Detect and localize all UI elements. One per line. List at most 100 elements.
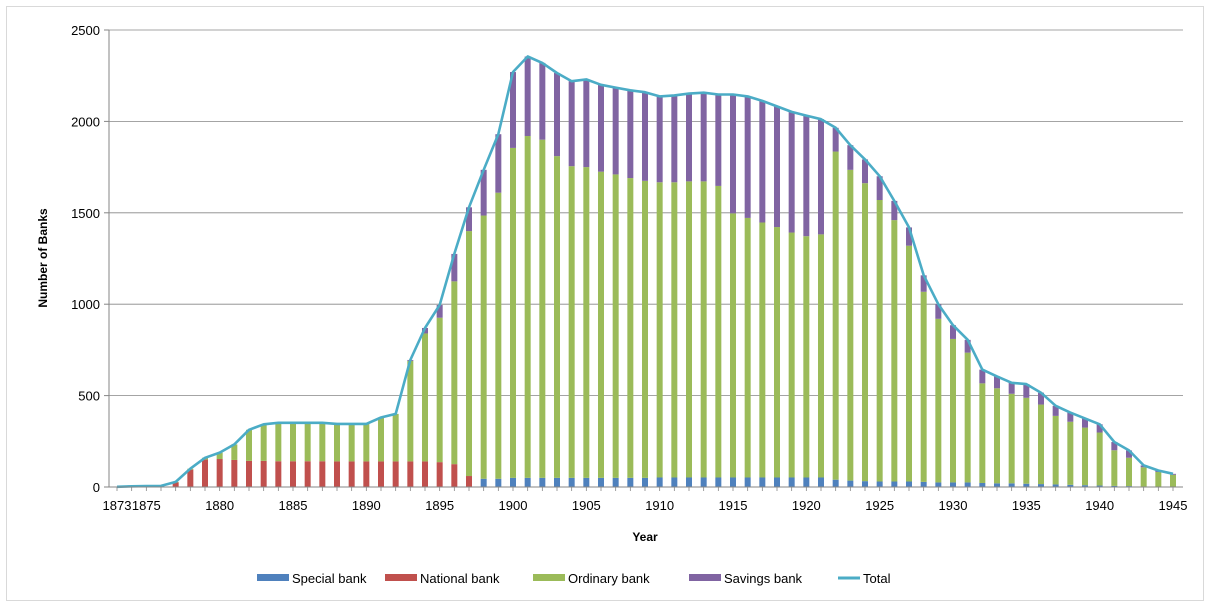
bar-segment-ordinary-bank <box>906 245 912 482</box>
bar-segment-savings-bank <box>715 94 722 186</box>
bar-segment-ordinary-bank <box>935 318 942 483</box>
bar-segment-ordinary-bank <box>1140 467 1147 487</box>
bar-segment-savings-bank <box>583 79 590 168</box>
bar-segment-ordinary-bank <box>334 423 340 462</box>
bar-segment-savings-bank <box>480 169 487 216</box>
bar-segment-savings-bank <box>1096 424 1103 433</box>
total-line <box>116 55 1174 489</box>
bar-segment-ordinary-bank <box>407 360 414 462</box>
bar-segment-savings-bank <box>1008 382 1015 394</box>
bar-segment-national-bank <box>407 461 414 487</box>
bar-segment-ordinary-bank <box>759 222 766 478</box>
bar-segment-savings-bank <box>686 93 692 182</box>
x-tick-label: 1900 <box>499 498 528 513</box>
bar-segment-special-bank <box>1052 484 1059 487</box>
bar-segment-savings-bank <box>818 119 824 235</box>
bar-segment-ordinary-bank <box>832 151 839 480</box>
bar-segment-ordinary-bank <box>1170 474 1176 487</box>
x-tick-label: 1915 <box>719 498 748 513</box>
bar-segment-special-bank <box>730 477 736 487</box>
bar-segment-savings-bank <box>1023 384 1030 398</box>
bar-segment-ordinary-bank <box>950 338 956 483</box>
x-tick-label: 1910 <box>645 498 674 513</box>
bar-segment-special-bank <box>598 477 604 487</box>
bar-segment-savings-bank <box>1067 412 1074 422</box>
bar-segment-savings-bank <box>1170 473 1176 475</box>
bar-segment-national-bank <box>422 461 428 487</box>
bar-segment-savings-bank <box>950 325 956 339</box>
bar-segment-special-bank <box>700 477 707 487</box>
bar-segment-savings-bank <box>568 81 575 167</box>
bar-segment-national-bank <box>378 461 384 487</box>
bar-segment-savings-bank <box>656 96 663 183</box>
bar-segment-special-bank <box>642 477 648 487</box>
bar-segment-ordinary-bank <box>422 333 428 462</box>
x-tick-label: 1930 <box>939 498 968 513</box>
legend-label-ordinary-bank: Ordinary bank <box>568 571 650 586</box>
bar-segment-savings-bank <box>642 92 648 181</box>
bar-segment-ordinary-bank <box>1155 472 1162 487</box>
bar-segment-national-bank <box>451 464 458 487</box>
bar-segment-ordinary-bank <box>510 147 516 478</box>
bar-segment-special-bank <box>788 477 795 487</box>
bar-segment-ordinary-bank <box>994 388 1000 484</box>
y-tick-label: 500 <box>78 389 100 404</box>
bar-segment-special-bank <box>803 477 810 487</box>
x-tick-label: 1945 <box>1159 498 1188 513</box>
bar-segment-savings-bank <box>1052 405 1059 416</box>
bar-segment-ordinary-bank <box>642 180 648 478</box>
bar-segment-national-bank <box>187 469 194 487</box>
y-tick-label: 2500 <box>71 23 100 38</box>
x-tick-label: 1925 <box>865 498 894 513</box>
bar-segment-ordinary-bank <box>363 423 370 462</box>
bar-segment-savings-bank <box>803 115 810 237</box>
bar-segment-savings-bank <box>862 159 868 184</box>
bar-segment-ordinary-bank <box>730 213 736 478</box>
bar-segment-ordinary-bank <box>1052 415 1059 485</box>
legend-swatch-national-bank <box>385 574 417 581</box>
bar-segment-ordinary-bank <box>774 227 780 478</box>
bar-segment-national-bank <box>231 459 238 487</box>
bar-segment-savings-bank <box>832 127 839 152</box>
bar-segment-ordinary-bank <box>715 185 722 478</box>
bar-segment-special-bank <box>656 477 663 487</box>
bar-segment-national-bank <box>202 459 208 487</box>
bar-segment-savings-bank <box>847 145 854 170</box>
legend-label-savings-bank: Savings bank <box>724 571 803 586</box>
bar-segment-savings-bank <box>906 227 912 246</box>
y-tick-label: 1500 <box>71 206 100 221</box>
bar-segment-special-bank <box>1008 483 1015 487</box>
bar-segment-ordinary-bank <box>964 352 971 483</box>
bar-segment-special-bank <box>715 477 722 487</box>
bar-segment-ordinary-bank <box>1067 421 1074 485</box>
bar-segment-savings-bank <box>539 62 546 140</box>
bar-segment-special-bank <box>554 477 560 487</box>
bar-segment-special-bank <box>847 480 854 487</box>
bar-segment-special-bank <box>744 477 751 487</box>
x-tick-label: 1880 <box>205 498 234 513</box>
bar-segment-ordinary-bank <box>539 139 546 478</box>
bar-segment-ordinary-bank <box>554 156 560 478</box>
bar-segment-ordinary-bank <box>788 232 795 478</box>
bar-segment-special-bank <box>510 477 516 487</box>
bar-segment-ordinary-bank <box>466 231 472 477</box>
bar-segment-ordinary-bank <box>216 452 223 460</box>
bar-segment-ordinary-bank <box>290 422 296 462</box>
bar-segment-special-bank <box>994 483 1000 487</box>
bar-segment-savings-bank <box>920 275 927 292</box>
bar-segment-ordinary-bank <box>612 174 619 478</box>
bar-segment-special-bank <box>920 481 927 487</box>
bar-segment-ordinary-bank <box>803 236 810 478</box>
bar-segment-ordinary-bank <box>891 220 898 482</box>
bar-segment-ordinary-bank <box>348 423 355 462</box>
bar-segment-savings-bank <box>598 84 604 172</box>
bar-segment-special-bank <box>1067 484 1074 487</box>
bar-segment-special-bank <box>832 479 839 487</box>
bar-segment-ordinary-bank <box>627 178 634 478</box>
bar-segment-national-bank <box>246 460 252 487</box>
bar-segment-ordinary-bank <box>862 183 868 482</box>
bar-segment-ordinary-bank <box>436 317 443 463</box>
bar-segment-special-bank <box>671 477 678 487</box>
bar-segment-savings-bank <box>935 304 942 319</box>
x-tick-labels: 1873 1875 1880 1885 1890 1895 1900 1905 1910 1915… <box>103 498 1188 513</box>
